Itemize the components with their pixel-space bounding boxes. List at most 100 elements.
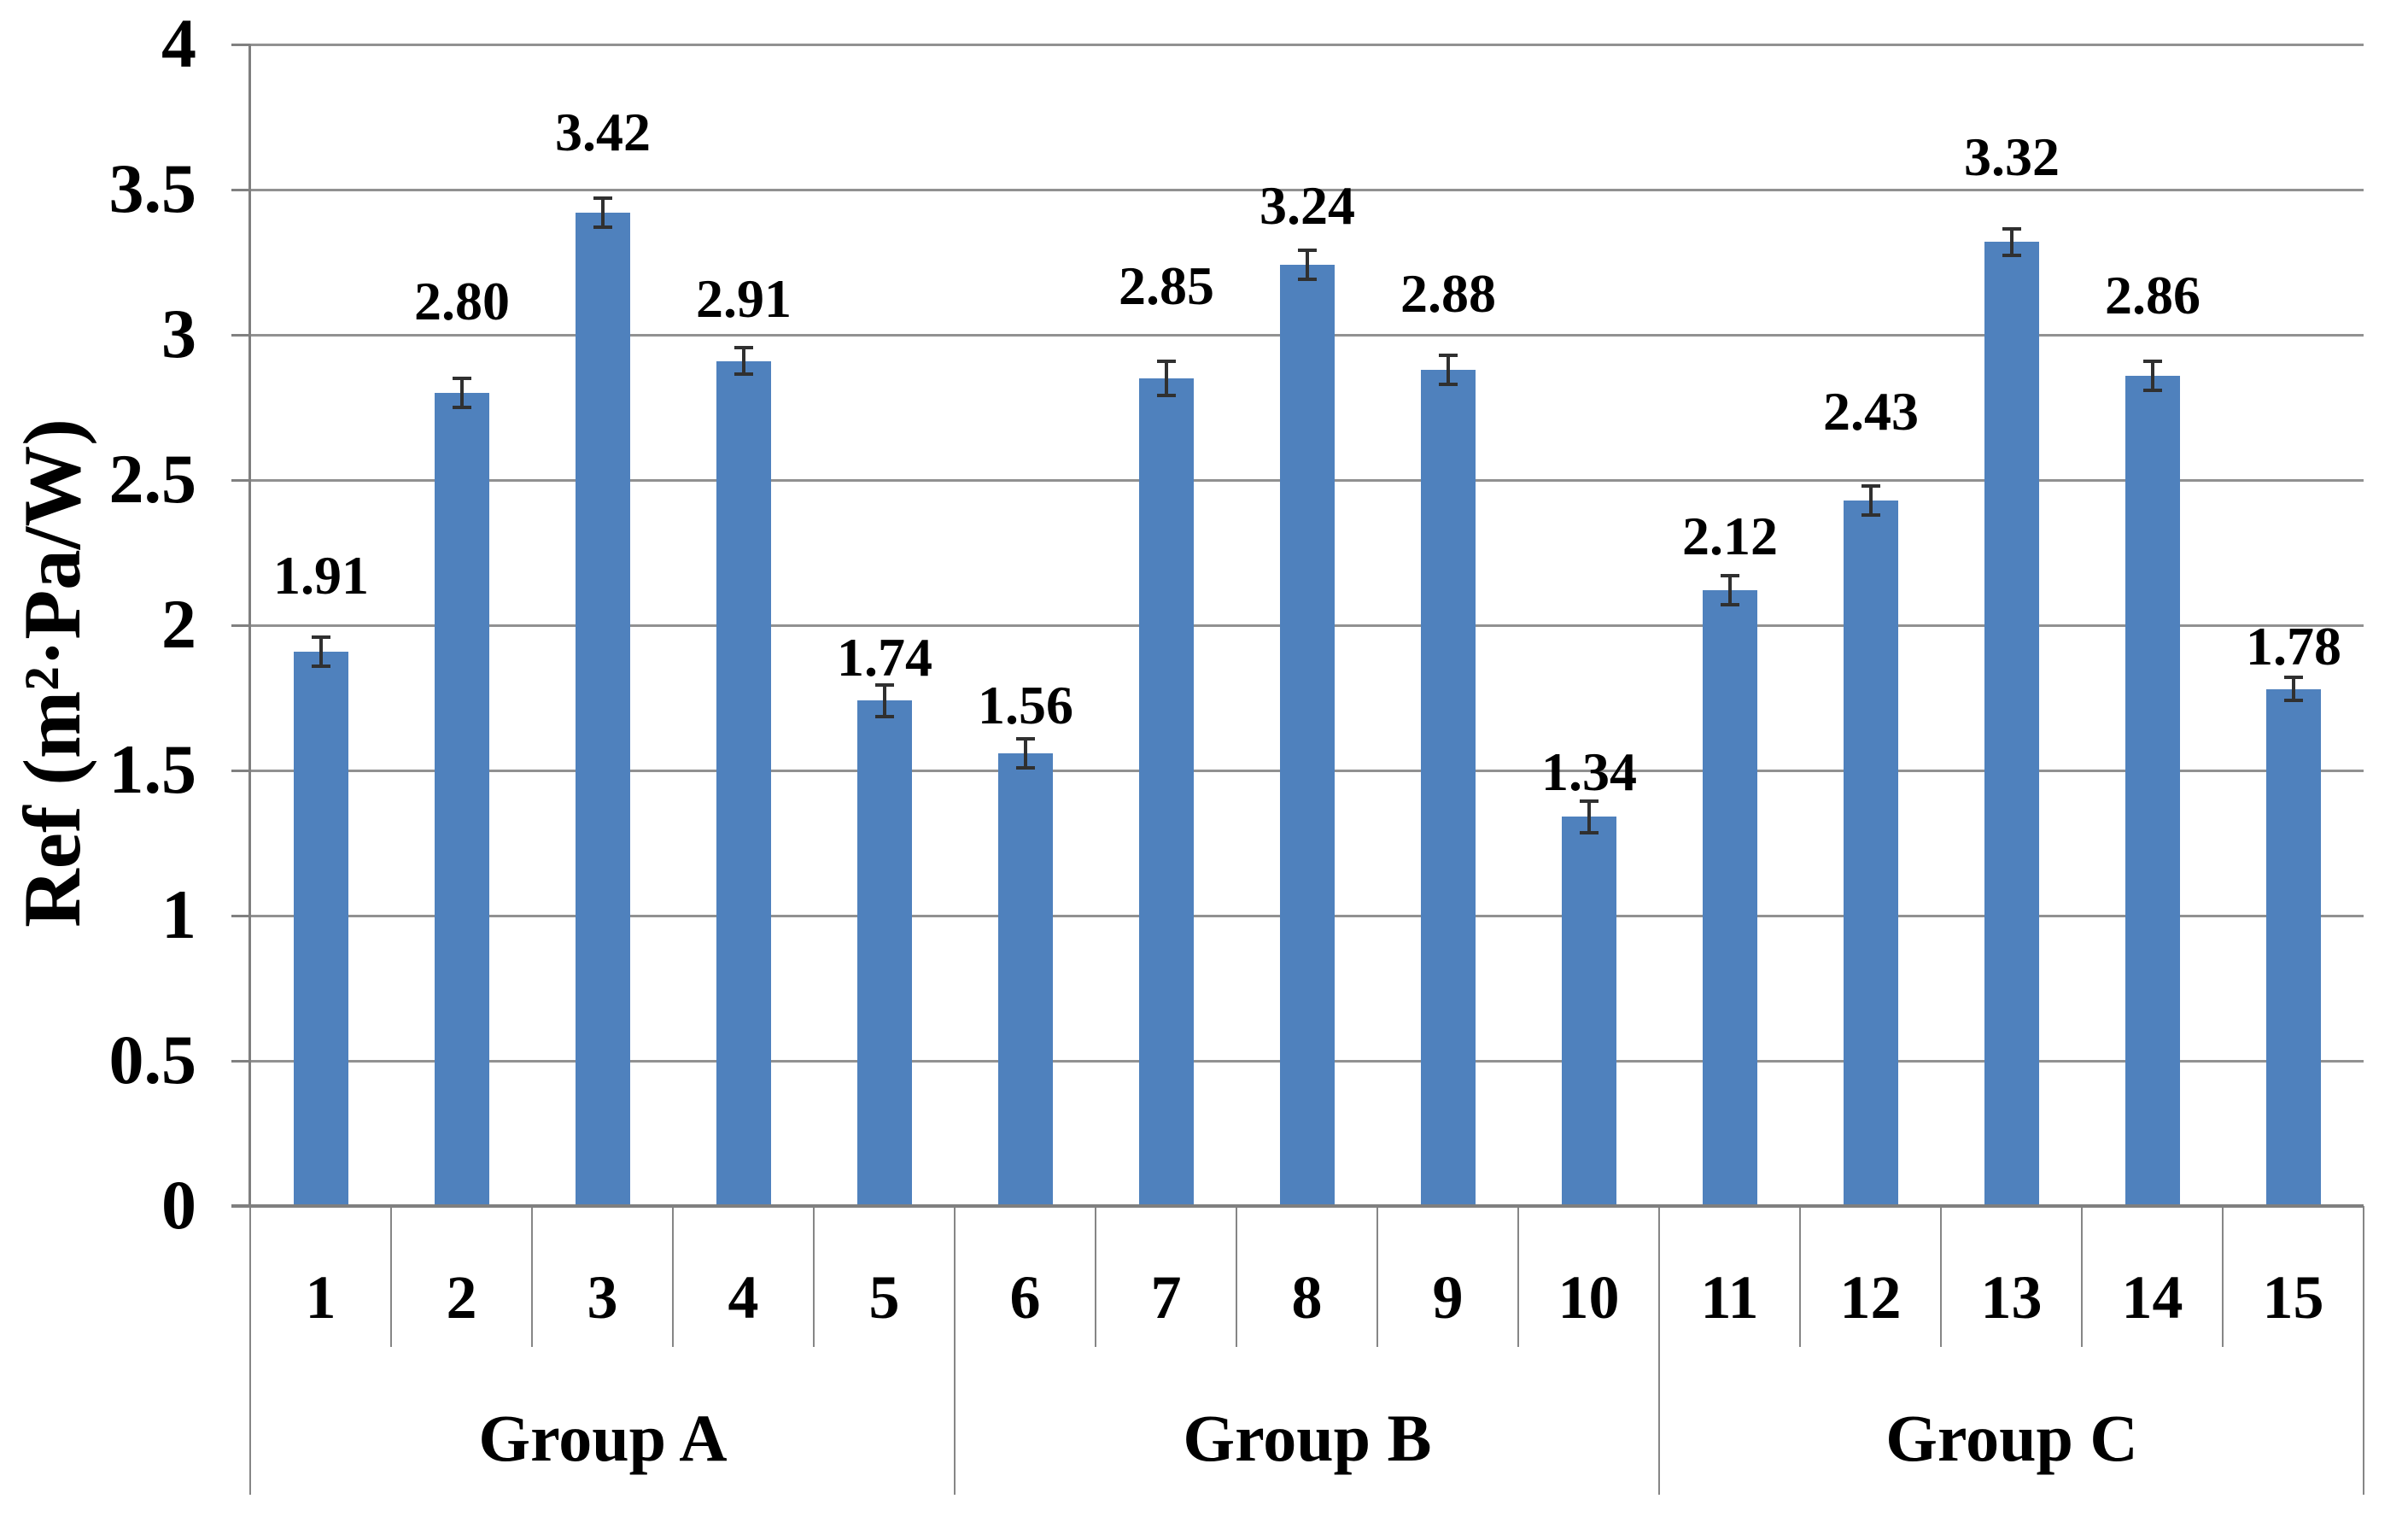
category-label: 9	[1432, 1263, 1464, 1332]
category-label: 1	[305, 1263, 336, 1332]
bar-value-label: 2.85	[1119, 255, 1214, 316]
category-separator	[1236, 1206, 1237, 1347]
bar-value-label: 3.32	[1964, 126, 2060, 187]
category-separator	[531, 1206, 533, 1347]
bar	[998, 753, 1053, 1206]
y-tick-label: 4	[161, 4, 196, 82]
error-bar-cap-top	[593, 196, 612, 200]
error-bar-cap-bottom	[2002, 254, 2021, 257]
bar-value-label: 3.24	[1260, 175, 1355, 236]
y-axis-tick	[231, 479, 250, 482]
error-bar-cap-bottom	[1157, 394, 1176, 397]
error-bar-cap-top	[1862, 484, 1880, 488]
y-axis-tick	[231, 1060, 250, 1063]
error-bar-cap-bottom	[1721, 603, 1739, 606]
bar	[435, 393, 489, 1206]
error-bar-stem	[2151, 361, 2154, 390]
error-bar-stem	[319, 637, 323, 666]
category-label: 3	[587, 1263, 618, 1332]
y-tick-label: 3	[161, 295, 196, 372]
error-bar-cap-bottom	[1016, 766, 1035, 770]
bar	[857, 700, 912, 1206]
error-bar-cap-top	[1439, 354, 1458, 357]
error-bar-cap-top	[1157, 360, 1176, 363]
y-axis-tick	[231, 189, 250, 191]
bar-value-label: 2.12	[1682, 506, 1778, 566]
error-bar-cap-bottom	[2143, 389, 2162, 392]
bar	[1703, 590, 1757, 1206]
bar	[1844, 501, 1898, 1206]
group-separator	[1658, 1206, 1660, 1495]
error-bar-stem	[742, 348, 745, 374]
error-bar-cap-bottom	[1298, 278, 1317, 281]
bar	[1562, 817, 1616, 1206]
error-bar-cap-bottom	[2284, 699, 2303, 702]
error-bar-cap-top	[1016, 737, 1035, 741]
error-bar-cap-top	[1580, 799, 1599, 803]
error-bar-stem	[460, 378, 464, 407]
category-label: 6	[1009, 1263, 1041, 1332]
error-bar-stem	[2010, 229, 2013, 255]
bar-value-label: 1.91	[273, 545, 369, 606]
group-label: Group A	[478, 1401, 728, 1475]
error-bar-cap-bottom	[1862, 513, 1880, 517]
y-axis-tick	[231, 770, 250, 772]
y-tick-label: 0.5	[108, 1021, 197, 1098]
category-separator	[1095, 1206, 1096, 1347]
error-bar-stem	[1728, 576, 1732, 605]
category-label: 7	[1150, 1263, 1182, 1332]
error-bar-stem	[2292, 677, 2295, 700]
error-bar-cap-bottom	[734, 372, 753, 376]
y-tick-label: 1.5	[108, 730, 197, 808]
category-label: 13	[1980, 1263, 2043, 1332]
error-bar-stem	[601, 198, 605, 227]
error-bar-cap-bottom	[1439, 383, 1458, 386]
category-label: 2	[446, 1263, 477, 1332]
category-label: 11	[1700, 1263, 1759, 1332]
y-axis-tick	[231, 915, 250, 917]
error-bar-stem	[1869, 486, 1873, 515]
y-axis-tick	[231, 44, 250, 46]
y-tick-label: 0	[161, 1166, 196, 1244]
bar	[716, 361, 771, 1206]
category-label: 10	[1558, 1263, 1620, 1332]
bar	[1139, 378, 1194, 1206]
bar-value-label: 3.42	[555, 102, 651, 162]
group-label: Group B	[1183, 1401, 1432, 1475]
y-axis-tick	[231, 334, 250, 337]
category-separator	[672, 1206, 674, 1347]
error-bar-cap-top	[2284, 676, 2303, 679]
x-axis-line	[231, 1204, 2364, 1208]
group-separator	[954, 1206, 956, 1495]
error-bar-stem	[883, 685, 886, 717]
error-bar-cap-top	[453, 377, 471, 380]
bar-value-label: 1.34	[1541, 741, 1637, 802]
bar	[2125, 376, 2180, 1206]
error-bar-cap-top	[2143, 360, 2162, 363]
bar	[2266, 689, 2321, 1206]
error-bar-cap-top	[2002, 227, 2021, 231]
error-bar-cap-top	[734, 346, 753, 349]
error-bar-stem	[1165, 361, 1168, 396]
category-separator	[390, 1206, 392, 1347]
error-bar-cap-bottom	[453, 406, 471, 409]
category-label: 8	[1291, 1263, 1323, 1332]
category-separator	[2222, 1206, 2224, 1347]
error-bar-cap-bottom	[1580, 831, 1599, 834]
category-separator	[813, 1206, 815, 1347]
gridline	[250, 44, 2364, 46]
category-label: 14	[2121, 1263, 2183, 1332]
category-label: 4	[728, 1263, 759, 1332]
category-separator	[1517, 1206, 1519, 1347]
bar-value-label: 1.56	[978, 675, 1073, 735]
category-label: 15	[2262, 1263, 2324, 1332]
bar	[294, 652, 348, 1206]
bar-value-label: 2.88	[1400, 263, 1496, 324]
error-bar-cap-bottom	[875, 715, 894, 718]
error-bar-cap-top	[312, 635, 330, 639]
bar-value-label: 2.86	[2105, 265, 2201, 325]
category-separator	[1376, 1206, 1378, 1347]
category-label: 12	[1839, 1263, 1902, 1332]
category-separator	[1940, 1206, 1942, 1347]
category-separator	[2081, 1206, 2083, 1347]
